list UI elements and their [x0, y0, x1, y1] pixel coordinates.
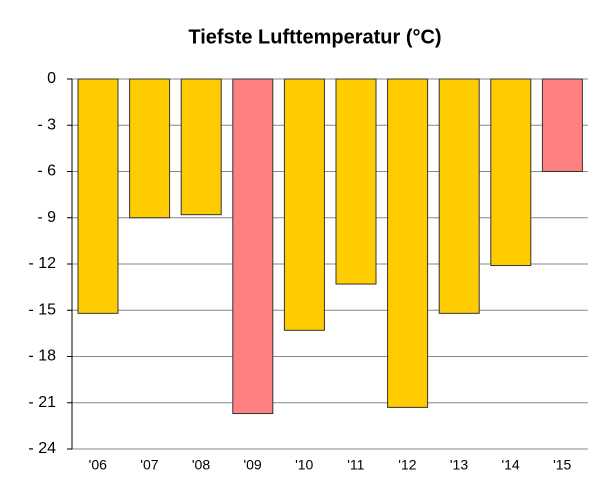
- x-tick-label: '15: [553, 457, 571, 473]
- bar: [77, 78, 119, 314]
- x-tick-label: '06: [89, 457, 107, 473]
- bar: [180, 78, 222, 216]
- chart-title: Tiefste Lufttemperatur (°C): [188, 26, 441, 48]
- bar: [387, 78, 429, 408]
- bar: [129, 78, 171, 219]
- x-tick-label: '10: [295, 457, 313, 473]
- bar: [232, 78, 274, 415]
- y-tick-label: - 12: [28, 255, 56, 272]
- bar: [438, 78, 480, 314]
- y-tick-label: - 18: [28, 348, 56, 365]
- bar: [283, 78, 325, 331]
- x-tick-label: '12: [398, 457, 416, 473]
- x-tick-label: '14: [501, 457, 519, 473]
- y-tick-label: - 15: [28, 301, 56, 318]
- x-tick-label: '09: [243, 457, 261, 473]
- y-tick-label: 0: [47, 70, 56, 87]
- y-tick-label: - 24: [28, 440, 56, 457]
- x-tick-label: '13: [450, 457, 468, 473]
- bar: [490, 78, 532, 267]
- y-tick-label: - 6: [37, 163, 56, 180]
- y-tick-label: - 21: [28, 394, 56, 411]
- y-tick-label: - 3: [37, 116, 56, 133]
- x-tick-label: '11: [347, 457, 364, 473]
- bar: [541, 78, 583, 172]
- bar: [335, 78, 377, 285]
- y-tick-label: - 9: [37, 209, 56, 226]
- x-tick-label: '07: [140, 457, 158, 473]
- x-tick-label: '08: [192, 457, 210, 473]
